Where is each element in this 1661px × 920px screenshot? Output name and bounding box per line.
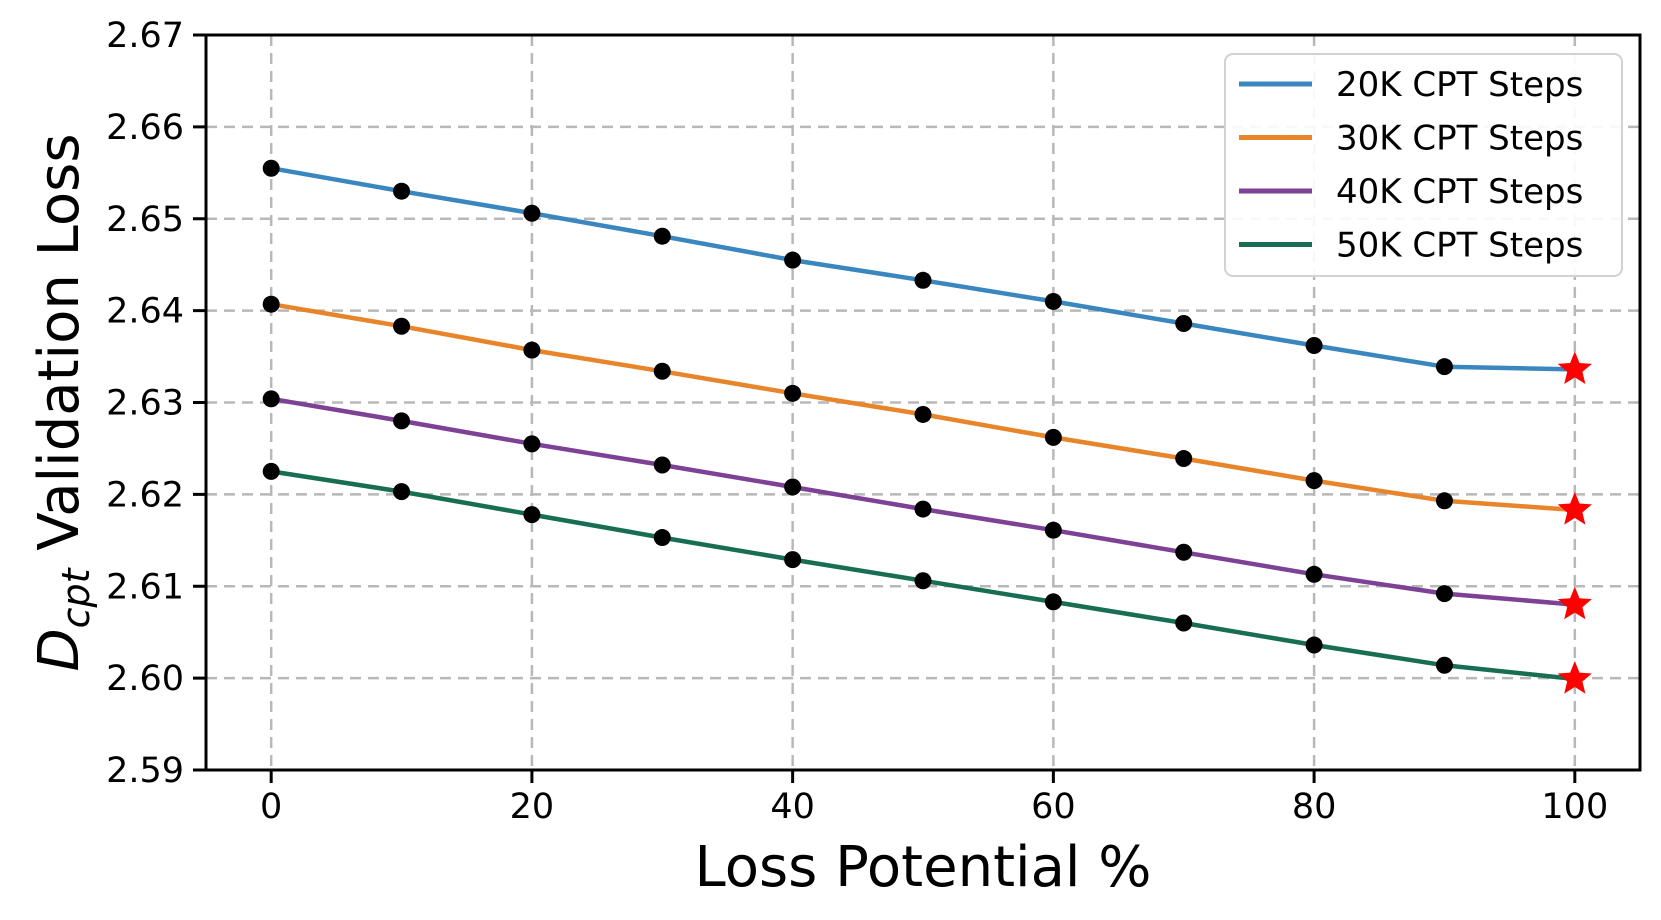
- data-point-marker: [1175, 543, 1193, 561]
- y-tick-label: 2.62: [106, 475, 184, 515]
- data-point-marker: [1044, 428, 1062, 446]
- data-point-marker: [393, 483, 411, 501]
- legend-label: 30K CPT Steps: [1336, 119, 1583, 159]
- data-point-marker: [914, 572, 932, 590]
- data-point-marker: [784, 384, 802, 402]
- y-tick-label: 2.61: [106, 567, 184, 607]
- data-point-marker: [653, 227, 671, 245]
- y-tick-label: 2.65: [106, 200, 184, 240]
- data-point-marker: [1435, 492, 1453, 510]
- star-marker-icon: [1557, 492, 1592, 525]
- data-point-marker: [1044, 292, 1062, 310]
- data-point-marker: [523, 506, 541, 524]
- data-point-marker: [393, 182, 411, 200]
- star-marker-icon: [1557, 586, 1592, 620]
- legend-label: 20K CPT Steps: [1336, 65, 1583, 105]
- y-axis-label: Dcpt Validation Loss: [27, 133, 98, 671]
- x-tick-label: 80: [1292, 787, 1337, 827]
- x-tick-label: 40: [770, 787, 815, 827]
- data-point-marker: [393, 317, 411, 335]
- data-point-marker: [1175, 450, 1193, 468]
- data-point-marker: [262, 462, 280, 480]
- legend-label: 40K CPT Steps: [1336, 172, 1583, 212]
- data-point-marker: [1305, 565, 1323, 583]
- data-point-marker: [653, 362, 671, 380]
- x-tick-label: 100: [1541, 787, 1608, 827]
- data-point-marker: [1175, 314, 1193, 332]
- star-marker-icon: [1557, 351, 1592, 384]
- data-point-marker: [914, 271, 932, 289]
- data-point-marker: [1435, 656, 1453, 674]
- data-point-marker: [1175, 614, 1193, 632]
- x-tick-label: 20: [510, 787, 555, 827]
- data-point-marker: [262, 159, 280, 177]
- data-point-marker: [1305, 636, 1323, 654]
- data-point-marker: [1305, 337, 1323, 355]
- data-point-marker: [653, 456, 671, 474]
- data-point-marker: [914, 405, 932, 423]
- data-point-marker: [523, 341, 541, 359]
- y-tick-label: 2.66: [106, 108, 184, 148]
- data-point-marker: [262, 390, 280, 408]
- data-point-marker: [1435, 358, 1453, 376]
- legend-box: [1224, 53, 1623, 277]
- data-point-marker: [784, 478, 802, 496]
- y-tick-label: 2.63: [106, 384, 184, 424]
- x-tick-label: 0: [260, 787, 282, 827]
- x-tick-label: 60: [1031, 787, 1076, 827]
- legend-label: 50K CPT Steps: [1336, 226, 1583, 266]
- y-tick-label: 2.64: [106, 292, 184, 332]
- data-point-marker: [1044, 521, 1062, 539]
- data-point-marker: [1435, 585, 1453, 603]
- data-point-marker: [393, 412, 411, 430]
- data-point-marker: [914, 500, 932, 518]
- data-point-marker: [784, 551, 802, 569]
- data-point-marker: [523, 435, 541, 453]
- data-point-marker: [784, 251, 802, 269]
- x-axis-label: Loss Potential %: [695, 835, 1152, 900]
- data-point-marker: [1044, 593, 1062, 611]
- data-point-marker: [523, 204, 541, 222]
- data-point-marker: [653, 529, 671, 547]
- y-tick-label: 2.59: [106, 751, 184, 791]
- star-marker-icon: [1557, 661, 1592, 694]
- data-point-marker: [1305, 472, 1323, 490]
- y-tick-label: 2.60: [106, 659, 184, 699]
- data-point-marker: [262, 295, 280, 313]
- y-tick-label: 2.67: [106, 16, 184, 56]
